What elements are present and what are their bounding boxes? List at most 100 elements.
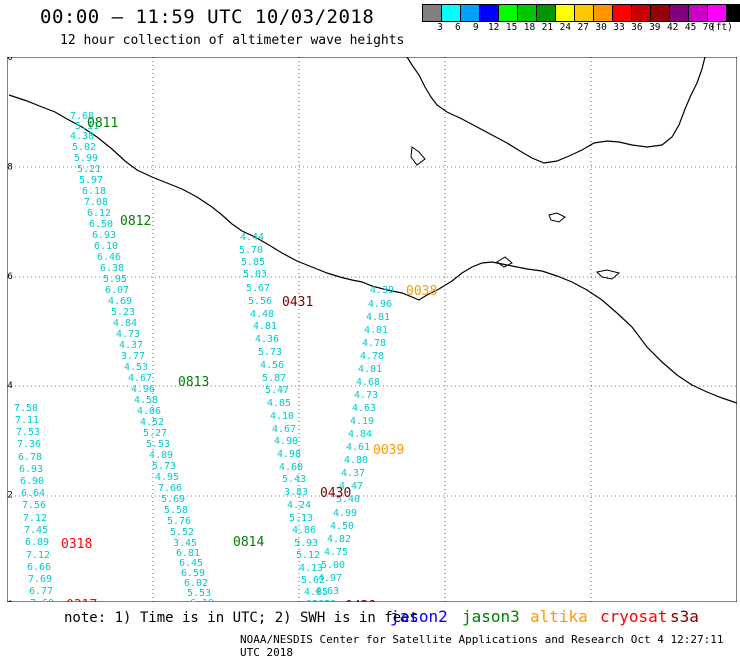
wave-height-value: 5.00 <box>321 560 345 571</box>
legend-swatch <box>555 4 575 22</box>
pass-time-label: 0430 <box>320 486 351 501</box>
wave-height-value: 5.97 <box>79 175 103 186</box>
wave-height-value: 5.62 <box>301 575 325 586</box>
wave-height-value: 4.47 <box>339 481 363 492</box>
wave-height-value: 6.19 <box>190 598 214 602</box>
wave-height-value: 5.69 <box>161 494 185 505</box>
legend-label: 70 <box>702 22 715 33</box>
legend-swatch <box>726 4 740 22</box>
legend-swatch <box>574 4 594 22</box>
legend-swatch <box>498 4 518 22</box>
legend-swatch <box>688 4 708 22</box>
wave-height-value: 5.76 <box>167 516 191 527</box>
latitude-label: 16 <box>7 272 13 282</box>
wave-height-value: 4.80 <box>344 455 368 466</box>
legend-swatch <box>517 4 537 22</box>
pass-time-label: 0814 <box>233 535 264 550</box>
color-scale-unit: (ft) <box>710 22 733 33</box>
legend-label: 21 <box>541 22 554 33</box>
wave-height-value: 6.78 <box>18 452 42 463</box>
latitude-label: 10 <box>7 600 13 602</box>
wave-height-value: 4.86 <box>292 525 316 536</box>
legend-label: 30 <box>595 22 607 33</box>
dam-outline <box>595 269 621 280</box>
footnote: note: 1) Time is in UTC; 2) SWH is in fe… <box>64 610 419 626</box>
pass-time-label: 0038 <box>406 284 437 299</box>
wave-height-value: 4.50 <box>330 521 354 532</box>
wave-height-value: 4.24 <box>287 500 311 511</box>
wave-height-value: 7.68 <box>70 111 94 122</box>
wave-height-value: 4.89 <box>149 450 173 461</box>
wave-height-value: 4.13 <box>299 563 323 574</box>
wave-height-value: 4.73 <box>354 390 378 401</box>
legend-swatch <box>707 4 727 22</box>
wave-height-value: 5.21 <box>77 164 101 175</box>
wave-height-value: 6.93 <box>19 464 43 475</box>
wave-height-value: 4.68 <box>356 377 380 388</box>
wave-height-value: 6.64 <box>21 488 45 499</box>
mexico-coastline <box>8 94 737 404</box>
wave-height-value: 4.96 <box>368 299 392 310</box>
island-outline <box>548 212 566 223</box>
wave-height-value: 6.90 <box>20 476 44 487</box>
latitude-label: 12 <box>7 491 13 501</box>
wave-height-value: 5.02 <box>72 142 96 153</box>
latitude-label: 18 <box>7 162 13 172</box>
wave-height-value: 6.46 <box>97 252 121 263</box>
wave-height-value: 7.12 <box>26 550 50 561</box>
wave-height-value: 4.95 <box>155 472 179 483</box>
wave-height-value: 4.10 <box>270 411 294 422</box>
legend-swatch <box>422 4 442 22</box>
wave-height-value: 6.10 <box>94 241 118 252</box>
wave-height-value: 5.03 <box>243 269 267 280</box>
map-gridlines <box>7 57 737 602</box>
wave-height-value: 4.63 <box>315 586 339 597</box>
wave-height-value: 3.83 <box>284 487 308 498</box>
wave-height-value: 5.99 <box>74 153 98 164</box>
wave-height-value: 4.98 <box>277 449 301 460</box>
legend-swatch <box>536 4 556 22</box>
wave-height-value: 5.68 <box>312 599 336 602</box>
wave-height-value: 4.37 <box>341 468 365 479</box>
lagoon-outline <box>410 146 426 166</box>
wave-height-value: 5.70 <box>239 245 263 256</box>
wave-height-value: 7.08 <box>84 197 108 208</box>
wave-height-value: 7.60 <box>30 598 54 602</box>
wave-height-value: 5.53 <box>187 588 211 599</box>
legend-label: 36 <box>631 22 643 33</box>
pass-time-label: 0812 <box>120 214 151 229</box>
pass-time-label: 0039 <box>373 443 404 458</box>
wave-height-value: 6.38 <box>100 263 124 274</box>
wave-height-value: 4.81 <box>364 325 388 336</box>
wave-height-value: 5.43 <box>282 474 306 485</box>
wave-height-value: 5.67 <box>246 283 270 294</box>
wave-height-value: 5.27 <box>143 428 167 439</box>
wave-height-value: 4.44 <box>240 232 264 243</box>
wave-height-value: 4.84 <box>113 318 137 329</box>
wave-height-value: 7.11 <box>15 415 39 426</box>
wave-height-value: 4.85 <box>267 398 291 409</box>
wave-height-value: 6.50 <box>89 219 113 230</box>
wave-height-value: 5.52 <box>170 527 194 538</box>
wave-height-value: 4.82 <box>327 534 351 545</box>
legend-swatch <box>612 4 632 22</box>
legend-label: 12 <box>487 22 500 33</box>
wave-height-value: 6.81 <box>176 548 200 559</box>
page-subtitle: 12 hour collection of altimeter wave hei… <box>60 33 405 48</box>
wave-height-value: 4.75 <box>324 547 348 558</box>
wave-height-value: 4.19 <box>350 416 374 427</box>
pass-time-label: 0317 <box>66 598 97 602</box>
credit-line: NOAA/NESDIS Center for Satellite Applica… <box>240 633 724 659</box>
wave-height-value: 5.87 <box>262 373 286 384</box>
satellite-legend-cryosat: cryosat <box>600 607 668 626</box>
wave-height-value: 4.06 <box>137 406 161 417</box>
wave-height-value: 7.12 <box>23 513 47 524</box>
wave-height-value: 4.90 <box>274 436 298 447</box>
wave-height-value: 7.45 <box>24 525 48 536</box>
wave-height-value: 5.85 <box>241 257 265 268</box>
wave-height-value: 4.81 <box>366 312 390 323</box>
wave-height-value: 4.67 <box>128 373 152 384</box>
legend-label: 39 <box>649 22 661 33</box>
wave-height-value: 5.93 <box>294 538 318 549</box>
color-scale-legend <box>422 4 740 22</box>
